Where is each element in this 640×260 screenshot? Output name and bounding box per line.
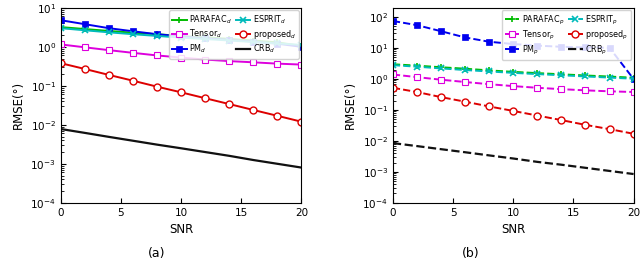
Text: (b): (b) xyxy=(461,248,479,260)
X-axis label: SNR: SNR xyxy=(169,223,193,236)
Text: (a): (a) xyxy=(148,248,166,260)
Legend: PARAFAC$_{p}$, Tensor$_{p}$, PM$_{p}$, ESPRIT$_{p}$, proposed$_{p}$, CRB$_{p}$: PARAFAC$_{p}$, Tensor$_{p}$, PM$_{p}$, E… xyxy=(502,10,631,60)
Y-axis label: RMSE(°): RMSE(°) xyxy=(12,81,25,129)
Y-axis label: RMSE(°): RMSE(°) xyxy=(344,81,357,129)
X-axis label: SNR: SNR xyxy=(501,223,525,236)
Legend: PARAFAC$_{d}$, Tensor$_{d}$, PM$_{d}$, ESPRIT$_{d}$, proposed$_{d}$, CRB$_{d}$: PARAFAC$_{d}$, Tensor$_{d}$, PM$_{d}$, E… xyxy=(169,10,299,59)
